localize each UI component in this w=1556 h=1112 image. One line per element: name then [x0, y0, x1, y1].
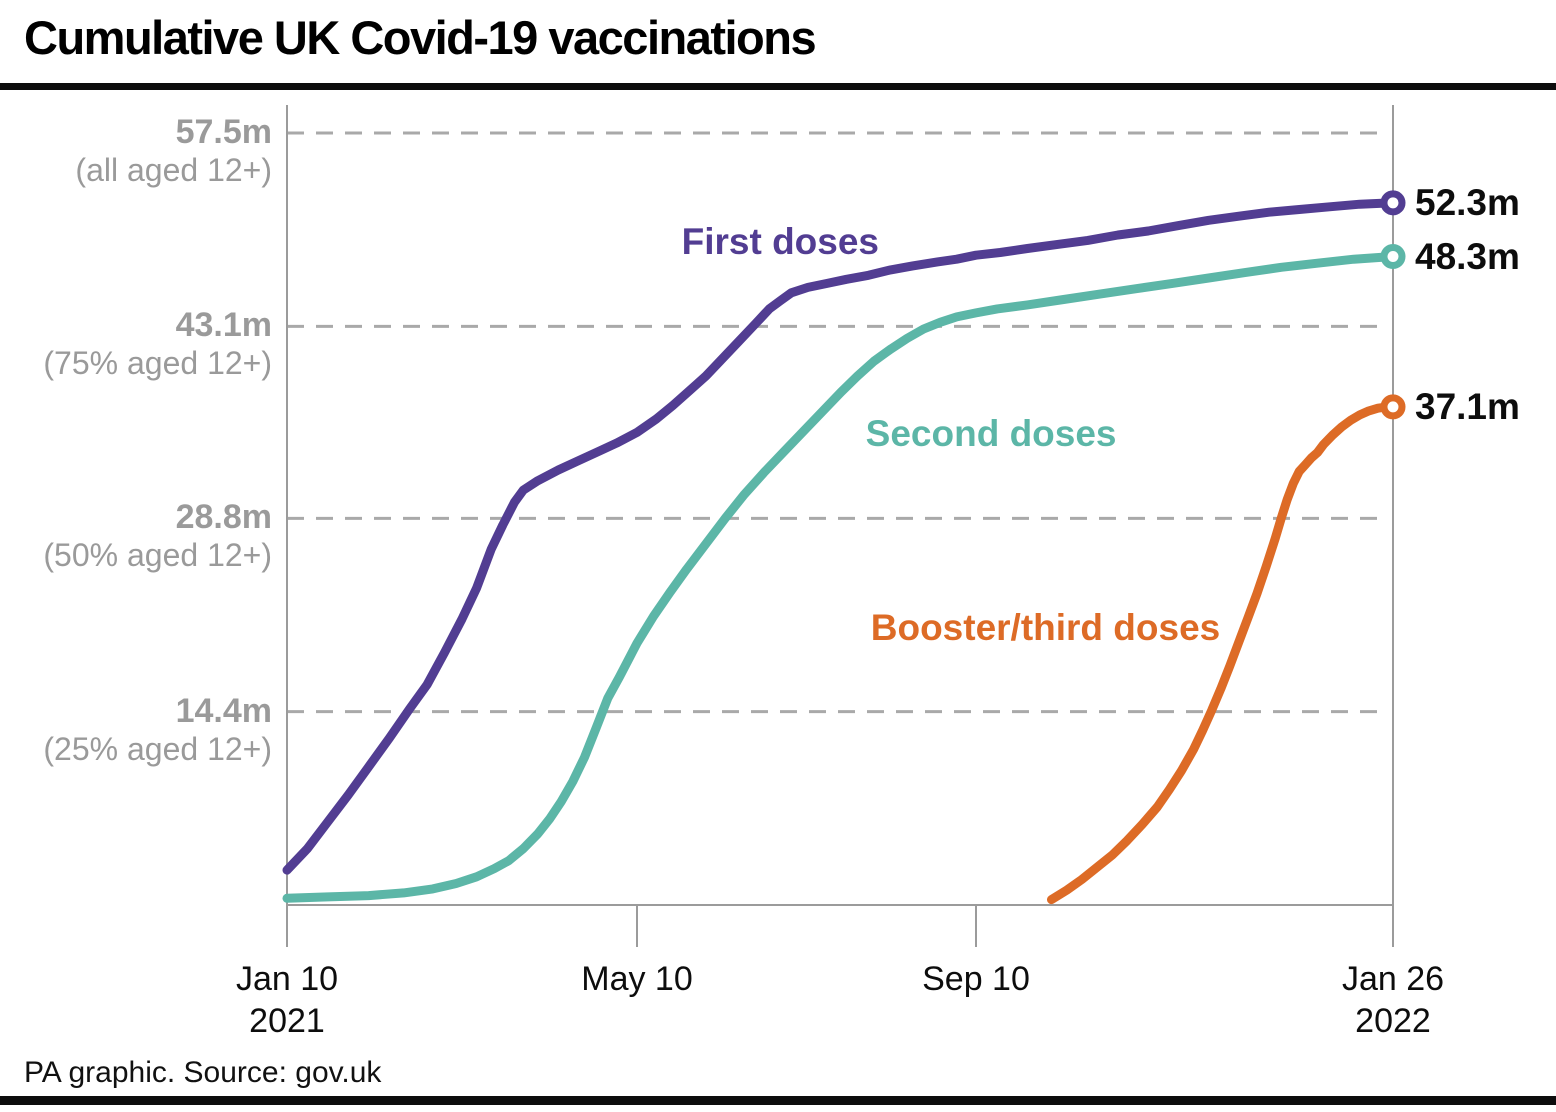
x-axis-label: Jan 10 2021 — [167, 958, 407, 1042]
x-axis-label: May 10 — [517, 958, 757, 1000]
series-end-marker — [1380, 190, 1406, 216]
footer-credit: PA graphic. Source: gov.uk — [24, 1056, 382, 1089]
x-axis-tick-sublabel: 2022 — [1355, 1002, 1431, 1040]
y-axis-tick-value: 14.4m — [175, 691, 272, 730]
series-line-booster-third-doses — [1047, 402, 1398, 905]
y-axis-label: 43.1m (75% aged 12+) — [0, 305, 272, 382]
y-axis-tick-sublabel: (all aged 12+) — [75, 152, 272, 188]
y-axis-tick-value: 43.1m — [175, 306, 272, 345]
series-label: Second doses — [865, 413, 1117, 455]
y-axis-label: 14.4m (25% aged 12+) — [0, 691, 272, 768]
series-label: Booster/third doses — [870, 606, 1221, 648]
series-line-second-doses — [282, 252, 1398, 903]
x-axis-label: Jan 26 2022 — [1273, 958, 1513, 1042]
x-axis-tick-value: May 10 — [581, 960, 693, 998]
y-axis-tick-sublabel: (50% aged 12+) — [43, 537, 272, 574]
title-rule — [0, 83, 1556, 90]
series-label: First doses — [681, 221, 880, 263]
series-end-marker — [1380, 244, 1406, 270]
x-axis-tick-value: Jan 10 — [235, 960, 339, 998]
x-axis-label: Sep 10 — [856, 958, 1096, 1000]
series-end-value: 52.3m — [1415, 181, 1520, 223]
y-axis-tick-value: 28.8m — [175, 498, 272, 537]
x-axis-tick-value: Sep 10 — [922, 960, 1030, 998]
y-axis-tick-value: 57.5m — [175, 113, 272, 151]
series-end-value: 37.1m — [1415, 385, 1520, 427]
bottom-bar — [0, 1096, 1556, 1105]
x-axis-tick-value: Jan 26 — [1341, 960, 1445, 998]
y-axis-tick-sublabel: (75% aged 12+) — [43, 345, 272, 382]
y-axis-label: 57.5m (all aged 12+) — [0, 112, 272, 189]
page-title: Cumulative UK Covid-19 vaccinations — [24, 11, 817, 64]
series-end-marker — [1380, 394, 1406, 420]
y-axis-label: 28.8m (50% aged 12+) — [0, 497, 272, 574]
series-end-value: 48.3m — [1415, 235, 1520, 277]
x-axis-tick-sublabel: 2021 — [249, 1002, 325, 1040]
series-line-first-doses — [282, 198, 1398, 875]
y-axis-tick-sublabel: (25% aged 12+) — [43, 730, 272, 767]
